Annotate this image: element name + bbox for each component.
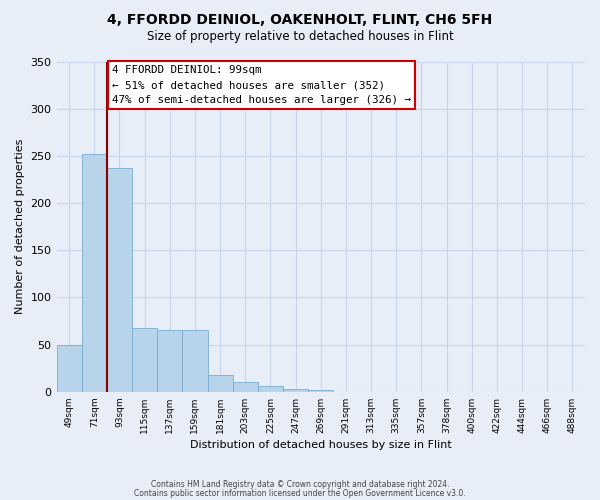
Text: Size of property relative to detached houses in Flint: Size of property relative to detached ho… — [146, 30, 454, 43]
Y-axis label: Number of detached properties: Number of detached properties — [15, 139, 25, 314]
X-axis label: Distribution of detached houses by size in Flint: Distribution of detached houses by size … — [190, 440, 452, 450]
Bar — [283, 389, 308, 392]
Text: 4 FFORDD DEINIOL: 99sqm
← 51% of detached houses are smaller (352)
47% of semi-d: 4 FFORDD DEINIOL: 99sqm ← 51% of detache… — [112, 66, 411, 105]
Bar — [308, 390, 334, 392]
Bar — [107, 168, 132, 392]
Bar — [157, 330, 182, 392]
Text: Contains HM Land Registry data © Crown copyright and database right 2024.: Contains HM Land Registry data © Crown c… — [151, 480, 449, 489]
Bar — [56, 344, 82, 392]
Bar — [208, 375, 233, 392]
Bar — [258, 386, 283, 392]
Bar — [233, 382, 258, 392]
Bar — [182, 330, 208, 392]
Text: 4, FFORDD DEINIOL, OAKENHOLT, FLINT, CH6 5FH: 4, FFORDD DEINIOL, OAKENHOLT, FLINT, CH6… — [107, 12, 493, 26]
Bar — [82, 154, 107, 392]
Text: Contains public sector information licensed under the Open Government Licence v3: Contains public sector information licen… — [134, 488, 466, 498]
Bar — [132, 328, 157, 392]
